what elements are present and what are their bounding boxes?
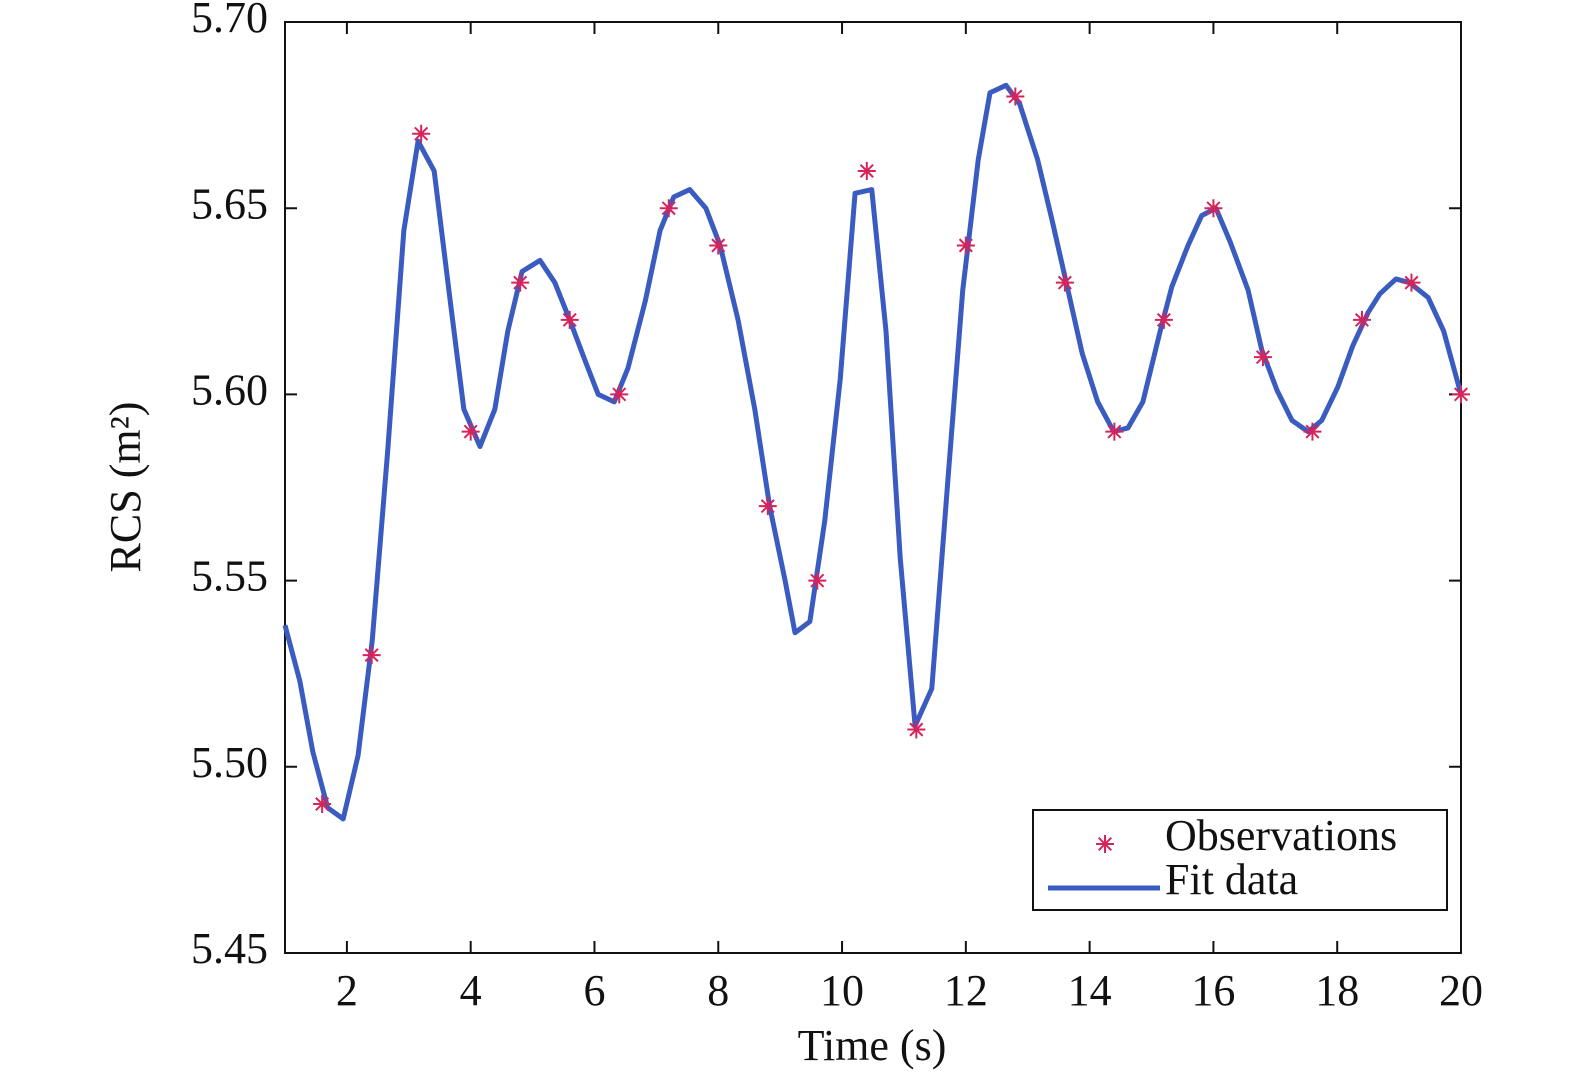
x-tick-label: 20 [1439,966,1483,1015]
observation-marker [511,273,530,292]
observation-marker [907,720,926,739]
legend-label: Observations [1165,811,1397,860]
observation-marker [1352,310,1371,329]
observation-marker [1154,310,1173,329]
observation-marker [1402,273,1421,292]
observation-marker [610,385,629,404]
observation-marker [362,646,381,665]
observation-marker [956,236,975,255]
observation-marker [1452,385,1470,404]
plot-frame [284,21,1462,954]
x-tick-label: 14 [1068,966,1112,1015]
observation-marker [857,161,876,180]
observation-marker [709,236,728,255]
y-axis-label: RCS (m²) [101,402,150,573]
observation-marker [1303,422,1322,441]
y-tick-label: 5.60 [191,365,268,414]
x-axis-label: Time (s) [798,1021,947,1070]
x-tick-label: 18 [1315,966,1359,1015]
legend-marker [1096,835,1114,853]
observation-marker [461,422,480,441]
x-tick-label: 2 [336,966,358,1015]
y-tick-label: 5.50 [191,738,268,787]
observation-marker [808,571,827,590]
y-tick-label: 5.55 [191,552,268,601]
observation-marker [1204,199,1223,218]
observation-marker [560,310,579,329]
observation-marker [1055,273,1074,292]
legend-box [1032,809,1448,911]
observation-marker [1006,87,1025,106]
legend-label: Fit data [1165,855,1298,904]
y-tick-label: 5.45 [191,924,268,973]
observation-marker [1105,422,1124,441]
x-tick-label: 16 [1191,966,1235,1015]
observation-marker [313,795,332,814]
y-tick-label: 5.65 [191,179,268,228]
observation-marker [1253,348,1272,367]
observation-marker [659,199,678,218]
x-tick-label: 8 [707,966,729,1015]
x-tick-label: 12 [944,966,988,1015]
y-tick-label: 5.70 [191,0,268,42]
observation-marker [412,124,431,143]
fit-line [282,82,1464,822]
x-tick-label: 10 [820,966,864,1015]
x-tick-label: 6 [583,966,605,1015]
x-tick-label: 4 [460,966,482,1015]
observation-marker [758,497,777,516]
